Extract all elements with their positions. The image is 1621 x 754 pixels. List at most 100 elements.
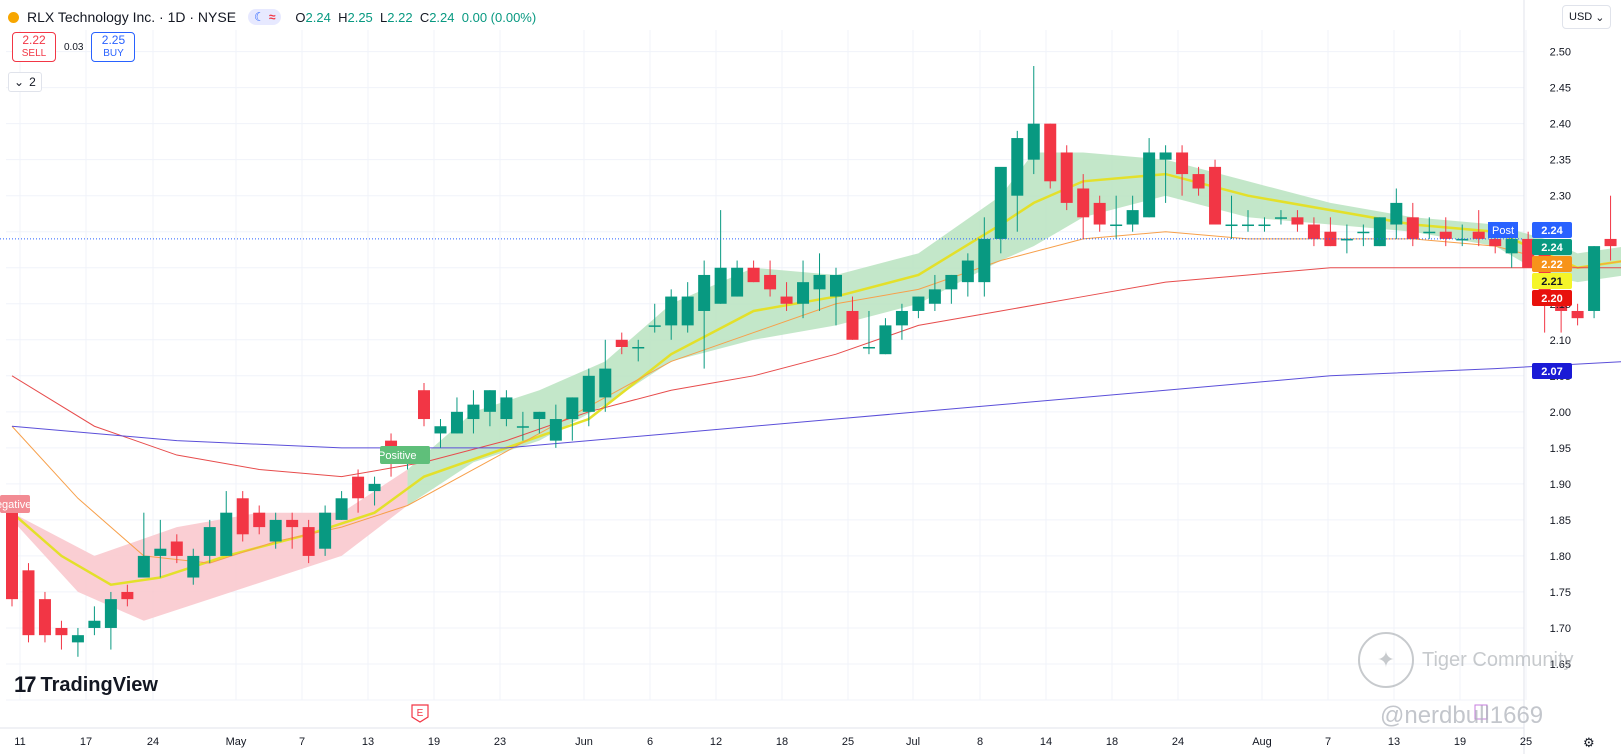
x-tick-label: 19 (428, 736, 440, 748)
candle (698, 260, 711, 369)
candle (121, 584, 134, 607)
candle-body (648, 325, 661, 327)
candle-body (1027, 123, 1040, 160)
candle-body (1439, 231, 1452, 239)
x-tick-label: 13 (362, 736, 374, 748)
candle-body (862, 346, 875, 349)
x-tick-label: Jun (575, 736, 593, 748)
chart-header: RLX Technology Inc. · 1D · NYSE ☾ ≈ O2.2… (8, 6, 536, 28)
candle (681, 282, 694, 333)
candle-body (22, 570, 35, 636)
candle-body (302, 527, 315, 556)
x-tick-label: 14 (1040, 736, 1052, 748)
candle-body (978, 238, 991, 283)
y-tick-label: 1.95 (1550, 443, 1571, 455)
candle-body (665, 296, 678, 326)
y-tick-label: 2.10 (1550, 335, 1571, 347)
candle-body (747, 267, 760, 283)
candle (813, 253, 826, 311)
indicators-toggle[interactable]: ⌄ 2 (8, 72, 42, 92)
post-tag-bg (1488, 222, 1518, 238)
candle (1571, 303, 1584, 326)
candles (6, 66, 1617, 657)
candle (1027, 66, 1040, 175)
candle-body (813, 274, 826, 290)
candle (994, 166, 1007, 254)
candle-body (434, 426, 447, 434)
trade-panel: 2.22 SELL 0.03 2.25 BUY (12, 32, 136, 62)
candle-body (88, 620, 101, 628)
candle-body (1242, 224, 1254, 227)
candle-body (483, 390, 496, 412)
currency-selector[interactable]: USD ⌄ (1562, 5, 1612, 29)
candle (714, 210, 727, 304)
candle-body (137, 555, 150, 578)
sell-button[interactable]: 2.22 SELL (12, 32, 56, 62)
candle-body (1604, 238, 1617, 247)
candle-body (1340, 238, 1353, 241)
symbol-title[interactable]: RLX Technology Inc. · 1D · NYSE (27, 9, 237, 25)
candle-body (961, 260, 974, 283)
candle-body (1406, 217, 1419, 239)
candle (648, 303, 661, 333)
y-tick-label: 2.30 (1550, 191, 1571, 203)
price-label-bg (1532, 363, 1572, 379)
candle (1242, 210, 1254, 232)
candle-body (714, 267, 727, 304)
candle-body (220, 512, 233, 556)
candle (1390, 188, 1403, 239)
candle-body (269, 519, 282, 542)
settings-gear-icon[interactable]: ⚙ (1583, 735, 1595, 750)
candle-body (533, 411, 546, 420)
candle-body (1307, 224, 1320, 239)
x-tick-label: 7 (299, 736, 305, 748)
candle (467, 390, 480, 434)
candle-body (1143, 152, 1156, 218)
candle (483, 390, 496, 427)
grid (6, 30, 1527, 701)
candle (88, 606, 101, 636)
candle (1472, 210, 1485, 247)
candle (566, 397, 579, 441)
session-pill[interactable]: ☾ ≈ (248, 9, 282, 25)
candle (599, 339, 612, 412)
moon-icon: ☾ (254, 10, 265, 24)
earnings-event-icon (411, 704, 429, 723)
candle (846, 296, 859, 340)
buy-button[interactable]: 2.25 BUY (91, 32, 136, 62)
candle (368, 476, 381, 506)
candle (253, 505, 266, 535)
candle (747, 260, 760, 283)
candle (1307, 217, 1320, 247)
price-label-bg (1532, 239, 1572, 255)
price-label: 2.22 (1541, 259, 1562, 271)
candle-body (698, 274, 711, 311)
x-tick-label: 12 (710, 736, 722, 748)
negative-label-bg (0, 495, 30, 514)
tiger-seal-icon: ✦ (1358, 632, 1414, 688)
candle (269, 512, 282, 549)
candle-body (1291, 217, 1304, 225)
x-tick-label: 17 (80, 736, 92, 748)
candle (912, 296, 925, 319)
candle (170, 534, 183, 564)
candle (1060, 145, 1073, 211)
candle-body (1192, 174, 1205, 189)
candle (71, 627, 84, 657)
candle (6, 505, 18, 607)
candle-body (912, 296, 925, 311)
candle-body (1225, 224, 1238, 227)
candle-body (55, 627, 68, 636)
tradingview-logo[interactable]: 17 TradingView (14, 672, 158, 697)
x-tick-label: 7 (1325, 736, 1331, 748)
candle (1176, 145, 1189, 196)
candle (286, 512, 299, 549)
candle-body (38, 599, 51, 636)
candle-body (945, 274, 958, 290)
x-tick-label: Aug (1252, 736, 1272, 748)
candle-body (1274, 217, 1287, 219)
candle-body (797, 282, 810, 304)
candle (1209, 159, 1222, 225)
candle-body (879, 325, 892, 355)
